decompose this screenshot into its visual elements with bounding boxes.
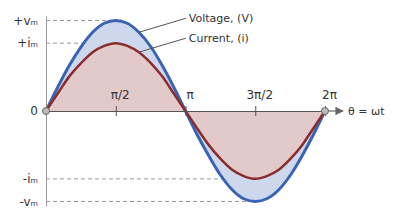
y-tick-label: -iₘ [23, 172, 38, 186]
x-tick-label: 3π/2 [246, 88, 273, 102]
y-tick: -vₘ [19, 195, 46, 209]
chart: +vₘ +iₘ 0 -iₘ -vₘ π/2 π 3π/2 2π θ = ωt Voltage, (V… [0, 0, 405, 210]
x-tick: 3π/2 [246, 88, 273, 116]
x-tick-label: π/2 [111, 88, 130, 102]
y-tick-label: -vₘ [19, 195, 38, 209]
series-label: Voltage, (V) [189, 12, 253, 25]
plot-area [46, 21, 325, 202]
x-axis: π/2 π 3π/2 2π [47, 88, 337, 116]
grid-line [46, 201, 255, 202]
series-line [46, 21, 325, 202]
x-tick-mark [116, 106, 117, 116]
label-leader [139, 18, 186, 32]
y-tick: +iₘ [17, 36, 46, 50]
y-tick-label: +vₘ [13, 14, 38, 28]
x-tick: π [186, 88, 194, 116]
series-label: Current, (i) [189, 32, 249, 45]
y-axis: +vₘ +iₘ 0 -iₘ -vₘ [13, 14, 46, 209]
x-tick-mark [186, 106, 187, 116]
x-tick: 2π [322, 88, 337, 116]
series-area [46, 21, 325, 202]
x-tick-label: π [186, 88, 193, 102]
x-tick-label: 2π [322, 88, 337, 102]
y-tick-label: 0 [30, 104, 38, 118]
y-tick: -iₘ [23, 172, 46, 186]
x-tick-mark [255, 106, 256, 116]
grid-line [46, 20, 116, 21]
series-area [46, 43, 325, 179]
x-axis-title: θ = ωt [348, 105, 385, 118]
label-leader [139, 38, 186, 52]
axis-end-dot [322, 108, 329, 115]
y-tick-label: +iₘ [17, 36, 38, 50]
series-line [46, 43, 325, 179]
axis-end-dot [43, 108, 50, 115]
y-tick: +vₘ [13, 14, 46, 28]
x-tick: π/2 [111, 88, 130, 116]
